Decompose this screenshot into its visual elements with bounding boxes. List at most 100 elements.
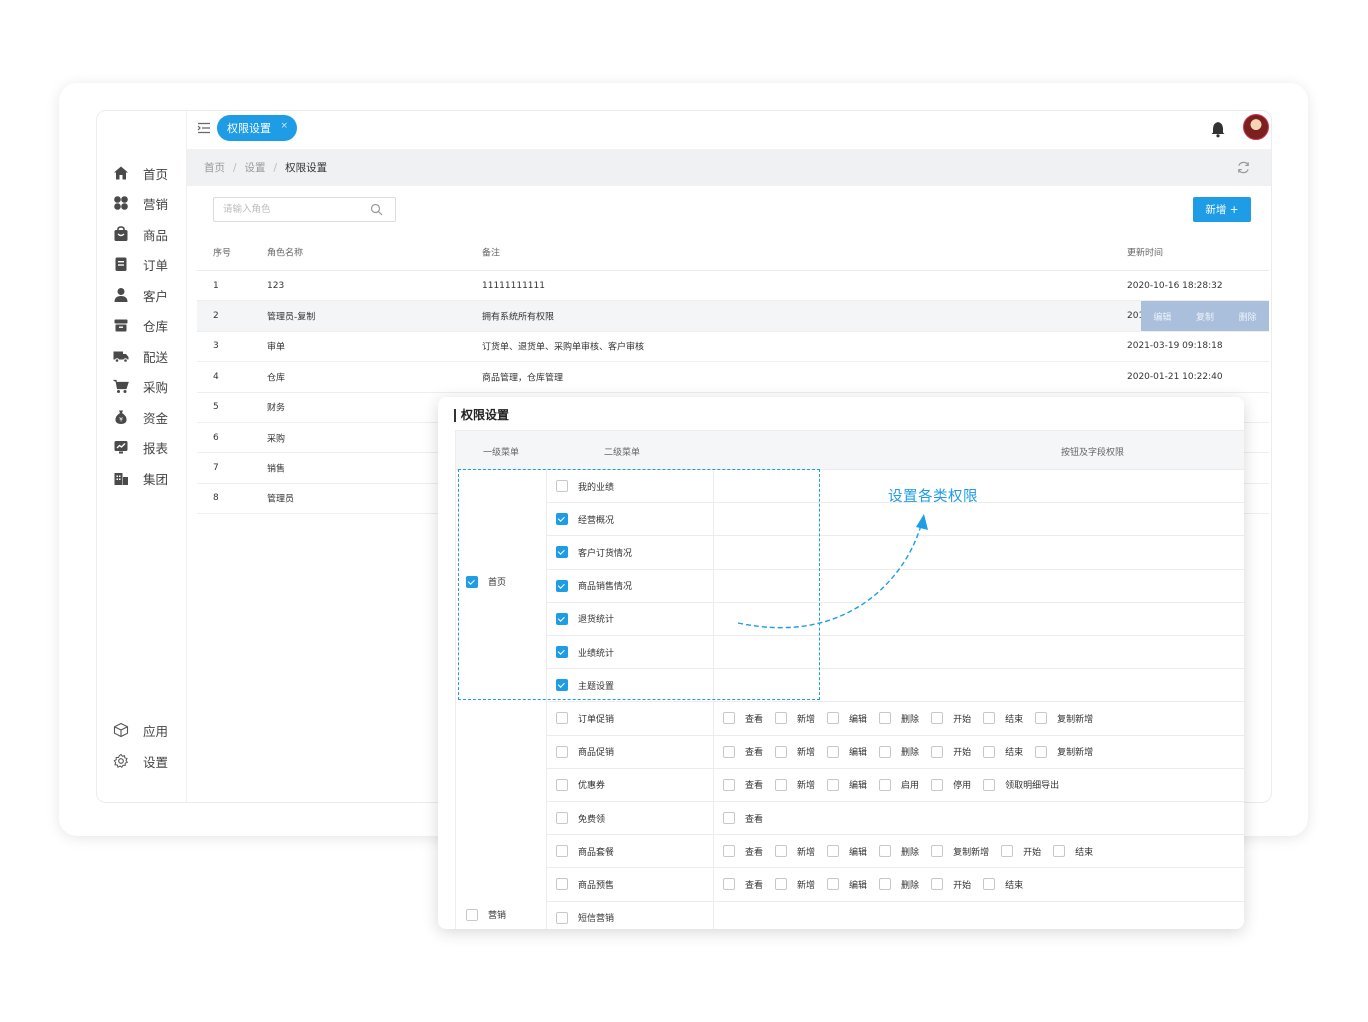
checkbox[interactable]	[723, 878, 735, 891]
button-permission-option[interactable]: 领取明细导出	[983, 778, 1059, 791]
checkbox[interactable]	[775, 745, 788, 758]
button-permission-option[interactable]: 结束	[983, 878, 1023, 891]
role-search-input[interactable]	[214, 198, 364, 221]
button-permission-option[interactable]: 结束	[983, 712, 1023, 725]
checkbox[interactable]	[827, 845, 840, 858]
checkbox[interactable]	[827, 878, 840, 891]
bell-icon[interactable]	[1209, 120, 1227, 138]
checkbox[interactable]	[556, 646, 568, 659]
refresh-icon[interactable]	[1236, 160, 1251, 175]
checkbox[interactable]	[556, 546, 568, 559]
button-permission-option[interactable]: 结束	[1053, 845, 1093, 858]
checkbox[interactable]	[723, 745, 735, 758]
level2-checkbox[interactable]: 短信营销	[547, 901, 714, 929]
checkbox[interactable]	[879, 878, 892, 891]
checkbox[interactable]	[775, 778, 788, 791]
checkbox[interactable]	[466, 908, 478, 921]
button-permission-option[interactable]: 结束	[983, 745, 1023, 758]
checkbox[interactable]	[723, 812, 735, 825]
sidebar-item-order[interactable]: 订单	[113, 252, 168, 276]
checkbox[interactable]	[1001, 845, 1014, 858]
checkbox[interactable]	[931, 712, 944, 725]
button-permission-option[interactable]: 复制新增	[1035, 712, 1093, 725]
level2-checkbox[interactable]: 订单促销	[547, 702, 714, 735]
button-permission-option[interactable]: 编辑	[827, 878, 867, 891]
level2-checkbox[interactable]: 退货统计	[547, 602, 714, 635]
button-permission-option[interactable]: 编辑	[827, 845, 867, 858]
search-icon[interactable]	[370, 203, 383, 216]
button-permission-option[interactable]: 新增	[775, 778, 815, 791]
button-permission-option[interactable]: 开始	[931, 712, 971, 725]
sidebar-item-app[interactable]: 应用	[113, 718, 168, 742]
checkbox[interactable]	[827, 712, 840, 725]
level2-checkbox[interactable]: 客户订货情况	[547, 536, 714, 569]
level1-checkbox-marketing[interactable]: 营销	[466, 908, 506, 921]
button-permission-option[interactable]: 新增	[775, 745, 815, 758]
checkbox[interactable]	[1053, 845, 1066, 858]
button-permission-option[interactable]: 删除	[879, 878, 919, 891]
checkbox[interactable]	[983, 878, 996, 891]
checkbox[interactable]	[775, 845, 788, 858]
checkbox[interactable]	[723, 845, 735, 858]
button-permission-option[interactable]: 停用	[931, 778, 971, 791]
level2-checkbox[interactable]: 商品促销	[547, 735, 714, 768]
checkbox[interactable]	[879, 778, 892, 791]
sidebar-item-product[interactable]: 商品	[113, 222, 168, 246]
button-permission-option[interactable]: 删除	[879, 745, 919, 758]
level2-checkbox[interactable]: 商品套餐	[547, 835, 714, 868]
tab-permission-settings[interactable]: 权限设置 ×	[217, 115, 297, 141]
delete-button[interactable]: 删除	[1238, 312, 1257, 323]
button-permission-option[interactable]: 删除	[879, 712, 919, 725]
checkbox[interactable]	[466, 575, 478, 588]
checkbox[interactable]	[827, 745, 840, 758]
button-permission-option[interactable]: 开始	[931, 878, 971, 891]
add-role-button[interactable]: 新增 +	[1193, 197, 1251, 222]
checkbox[interactable]	[879, 845, 892, 858]
checkbox[interactable]	[556, 845, 568, 858]
checkbox[interactable]	[556, 778, 568, 791]
table-row[interactable]: 3 审单 订货单、退货单、采购单审核、客户审核 2021-03-19 09:18…	[197, 332, 1269, 363]
table-row[interactable]: 4 仓库 商品管理，仓库管理 2020-01-21 10:22:40	[197, 362, 1269, 393]
button-permission-option[interactable]: 编辑	[827, 778, 867, 791]
level2-checkbox[interactable]: 主题设置	[547, 669, 714, 702]
sidebar-item-settings[interactable]: 设置	[113, 749, 168, 773]
button-permission-option[interactable]: 启用	[879, 778, 919, 791]
checkbox[interactable]	[556, 745, 568, 758]
button-permission-option[interactable]: 复制新增	[1035, 745, 1093, 758]
checkbox[interactable]	[556, 513, 568, 526]
checkbox[interactable]	[556, 480, 568, 493]
button-permission-option[interactable]: 查看	[723, 712, 763, 725]
level2-checkbox[interactable]: 优惠券	[547, 768, 714, 801]
button-permission-option[interactable]: 查看	[723, 812, 763, 825]
button-permission-option[interactable]: 开始	[1001, 845, 1041, 858]
sidebar-item-report[interactable]: 报表	[113, 435, 168, 459]
checkbox[interactable]	[775, 878, 788, 891]
checkbox[interactable]	[1035, 745, 1048, 758]
checkbox[interactable]	[931, 845, 944, 858]
checkbox[interactable]	[723, 712, 735, 725]
button-permission-option[interactable]: 复制新增	[931, 845, 989, 858]
button-permission-option[interactable]: 编辑	[827, 745, 867, 758]
sidebar-item-delivery[interactable]: 配送	[113, 344, 168, 368]
checkbox[interactable]	[556, 612, 568, 625]
level2-checkbox[interactable]: 经营概况	[547, 503, 714, 536]
button-permission-option[interactable]: 新增	[775, 878, 815, 891]
sidebar-item-group[interactable]: 集团	[113, 466, 168, 490]
breadcrumb-settings[interactable]: 设置	[244, 162, 266, 174]
sidebar-item-warehouse[interactable]: 仓库	[113, 313, 168, 337]
sidebar-item-customer[interactable]: 客户	[113, 283, 168, 307]
copy-button[interactable]: 复制	[1195, 312, 1214, 323]
checkbox[interactable]	[775, 712, 788, 725]
checkbox[interactable]	[827, 778, 840, 791]
checkbox[interactable]	[556, 812, 568, 825]
level2-checkbox[interactable]: 免费领	[547, 802, 714, 835]
checkbox[interactable]	[556, 878, 568, 891]
button-permission-option[interactable]: 查看	[723, 745, 763, 758]
checkbox[interactable]	[556, 579, 568, 592]
button-permission-option[interactable]: 新增	[775, 845, 815, 858]
button-permission-option[interactable]: 编辑	[827, 712, 867, 725]
sidebar-item-marketing[interactable]: 营销	[113, 191, 168, 215]
checkbox[interactable]	[556, 679, 568, 692]
edit-button[interactable]: 编辑	[1153, 312, 1172, 323]
checkbox[interactable]	[879, 745, 892, 758]
